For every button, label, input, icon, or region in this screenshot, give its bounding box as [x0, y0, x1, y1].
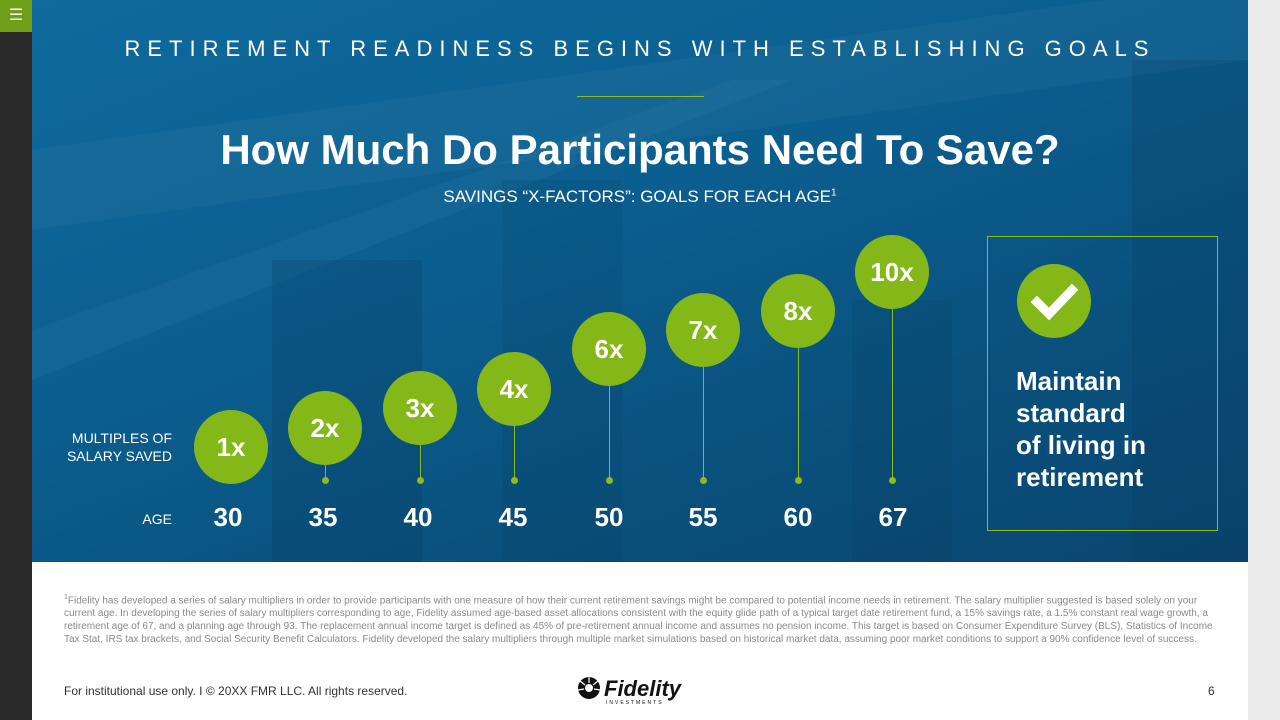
goal-line: Maintain [1016, 366, 1122, 396]
logo-subtext: INVESTMENTS [606, 700, 664, 706]
age-row-label: AGE [142, 511, 172, 527]
divider-rule [577, 96, 704, 97]
milestone-stem [514, 389, 515, 481]
hero-panel: RETIREMENT READINESS BEGINS WITH ESTABLI… [32, 0, 1248, 562]
footer-copyright: For institutional use only. I © 20XX FMR… [64, 684, 408, 698]
slide: RETIREMENT READINESS BEGINS WITH ESTABLI… [32, 0, 1248, 720]
left-rail [0, 0, 32, 720]
goal-text: Maintain standard of living in retiremen… [1016, 365, 1206, 493]
menu-button[interactable]: ☰ [0, 0, 32, 32]
milestone-dot [700, 477, 707, 484]
age-value: 67 [878, 502, 908, 532]
subtitle-text: SAVINGS “X-FACTORS”: GOALS FOR EACH AGE [443, 187, 832, 206]
multiples-label-line2: SALARY SAVED [66, 448, 172, 464]
age-value: 55 [688, 502, 718, 532]
footnote: 1Fidelity has developed a series of sala… [64, 591, 1214, 646]
multiple-bubble-3x: 3x [383, 371, 457, 445]
age-value: 40 [403, 502, 433, 532]
multiples-label-line1: MULTIPLES OF [71, 430, 172, 446]
multiple-bubble-2x: 2x [288, 391, 362, 465]
multiple-bubble-4x: 4x [477, 352, 551, 426]
milestone-stem [798, 311, 799, 481]
footnote-marker: 1 [64, 594, 68, 601]
multiple-bubble-7x: 7x [666, 293, 740, 367]
slide-kicker: RETIREMENT READINESS BEGINS WITH ESTABLI… [124, 36, 1156, 61]
multiple-bubble-8x: 8x [761, 274, 835, 348]
age-value: 50 [594, 502, 624, 532]
milestone-dot [417, 477, 424, 484]
milestone-stem [703, 330, 704, 481]
goal-line: of living in [1016, 430, 1146, 460]
milestone-dot [511, 477, 518, 484]
hamburger-icon: ☰ [8, 7, 24, 24]
milestone-dot [606, 477, 613, 484]
subtitle-footnote-marker: 1 [831, 187, 837, 199]
slide-subtitle: SAVINGS “X-FACTORS”: GOALS FOR EACH AGE1 [32, 187, 1248, 207]
multiple-bubble-1x: 1x [194, 410, 268, 484]
milestone-stem [892, 272, 893, 481]
retirement-goal-box: Maintain standard of living in retiremen… [987, 236, 1218, 531]
multiples-row-label: MULTIPLES OF SALARY SAVED [42, 429, 172, 465]
multiple-bubble-10x: 10x [855, 235, 929, 309]
age-value: 60 [783, 502, 813, 532]
footnote-text: Fidelity has developed a series of salar… [64, 595, 1213, 646]
slide-title: How Much Do Participants Need To Save? [220, 126, 1060, 173]
milestone-dot [795, 477, 802, 484]
milestone-dot [889, 477, 896, 484]
fidelity-logo: Fidelity INVESTMENTS [577, 676, 683, 706]
right-rail [1248, 0, 1280, 720]
logo-wordmark: Fidelity [604, 676, 683, 701]
age-value: 30 [213, 502, 243, 532]
checkmark-icon [1017, 264, 1091, 338]
age-value: 35 [308, 502, 338, 532]
page-number: 6 [1208, 684, 1215, 698]
age-value: 45 [498, 502, 528, 532]
milestone-dot [322, 477, 329, 484]
goal-line: standard [1016, 398, 1126, 428]
goal-line: retirement [1016, 462, 1144, 492]
milestone-stem [609, 349, 610, 481]
multiple-bubble-6x: 6x [572, 312, 646, 386]
